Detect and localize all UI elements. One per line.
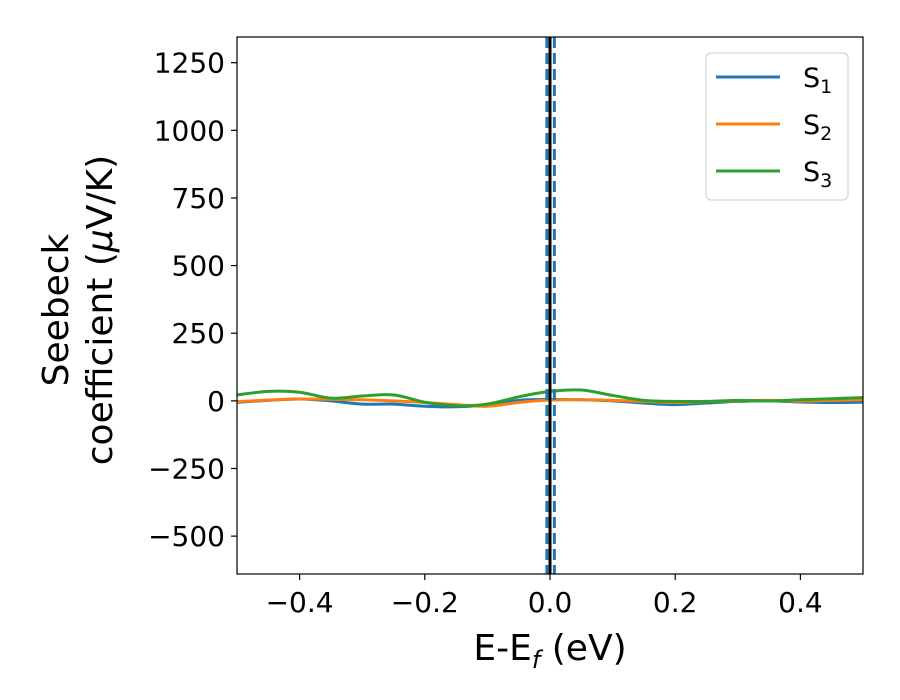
axis-ticks: −0.4 −0.2 0.0 0.2 0.4 −500 −250 0 250 500 750 1000 1… [148,47,823,619]
legend-frame [705,52,849,201]
legend-label-s2: S2 [803,110,832,145]
y-tick-label: 500 [172,250,225,283]
y-tick-label: 1250 [154,47,225,80]
plot-content [237,37,863,574]
legend-label-s1: S1 [803,63,832,98]
y-axis-label-line2: coefficient (μV/K) [80,155,121,465]
y-tick-label: −500 [148,520,225,553]
y-tick-label: −250 [148,452,225,485]
x-tick-label: −0.4 [266,586,334,619]
y-axis-label-line1: Seebeck [36,233,77,386]
x-tick-label: 0.0 [528,586,573,619]
x-tick-label: 0.4 [778,586,823,619]
plot-area [236,36,864,575]
x-axis-label: E-Ef (eV) [473,628,626,674]
legend: S1 S2 S3 [705,52,849,201]
y-tick-label: 750 [172,182,225,215]
y-tick-label: 0 [207,385,225,418]
legend-label-s3: S3 [803,157,832,192]
x-tick-label: 0.2 [653,586,698,619]
y-tick-label: 1000 [154,114,225,147]
x-tick-label: −0.2 [391,586,459,619]
y-tick-label: 250 [172,317,225,350]
